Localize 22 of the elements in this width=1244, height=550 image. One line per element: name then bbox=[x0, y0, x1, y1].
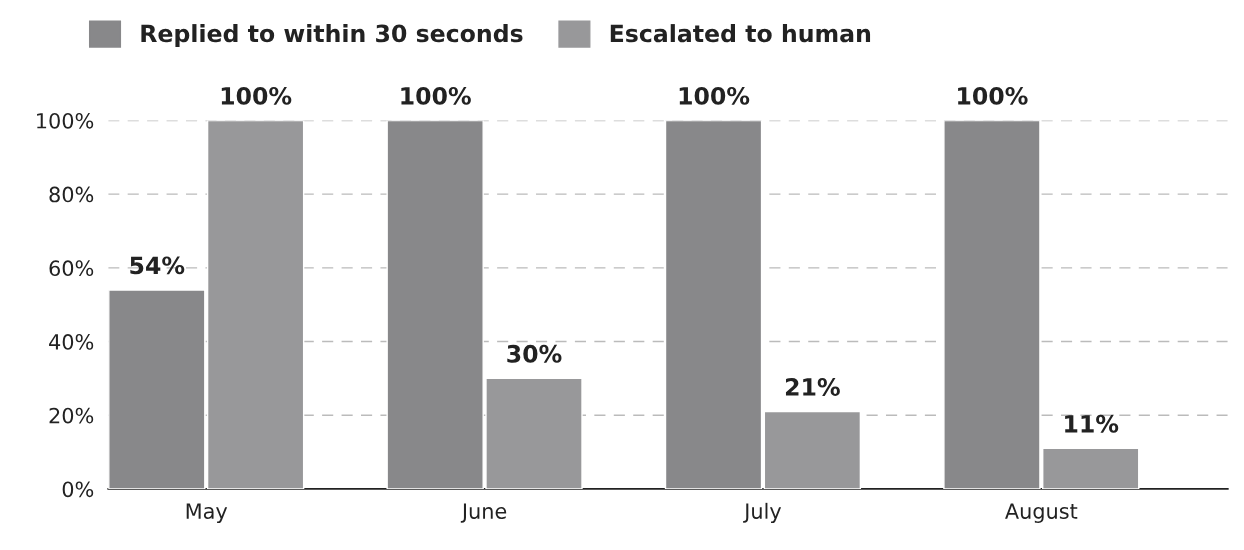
legend-label: Escalated to human bbox=[610, 24, 871, 43]
data-label: 30% bbox=[507, 344, 562, 363]
legend-label: Replied to within 30 seconds bbox=[141, 24, 523, 47]
y-tick-label: 20% bbox=[49, 407, 94, 424]
y-tick-label: 60% bbox=[49, 260, 94, 277]
data-label: 100% bbox=[401, 86, 471, 105]
y-tick-label: 0% bbox=[62, 481, 94, 498]
data-label: 100% bbox=[679, 86, 750, 105]
data-label: 21% bbox=[785, 378, 840, 396]
data-label: 100% bbox=[221, 86, 292, 105]
bar bbox=[664, 120, 763, 489]
x-tick-label: May bbox=[186, 503, 228, 523]
y-tick-label: 100% bbox=[37, 112, 94, 129]
y-tick-label: 40% bbox=[49, 334, 94, 350]
x-tick-label: June bbox=[460, 503, 507, 523]
bar bbox=[763, 410, 862, 489]
y-tick-label: 80% bbox=[49, 186, 94, 203]
x-tick-label: August bbox=[1005, 503, 1078, 523]
x-tick-label: July bbox=[743, 502, 782, 523]
data-label: 11% bbox=[1065, 414, 1119, 433]
data-label: 100% bbox=[958, 86, 1028, 105]
data-label: 54% bbox=[130, 256, 185, 275]
